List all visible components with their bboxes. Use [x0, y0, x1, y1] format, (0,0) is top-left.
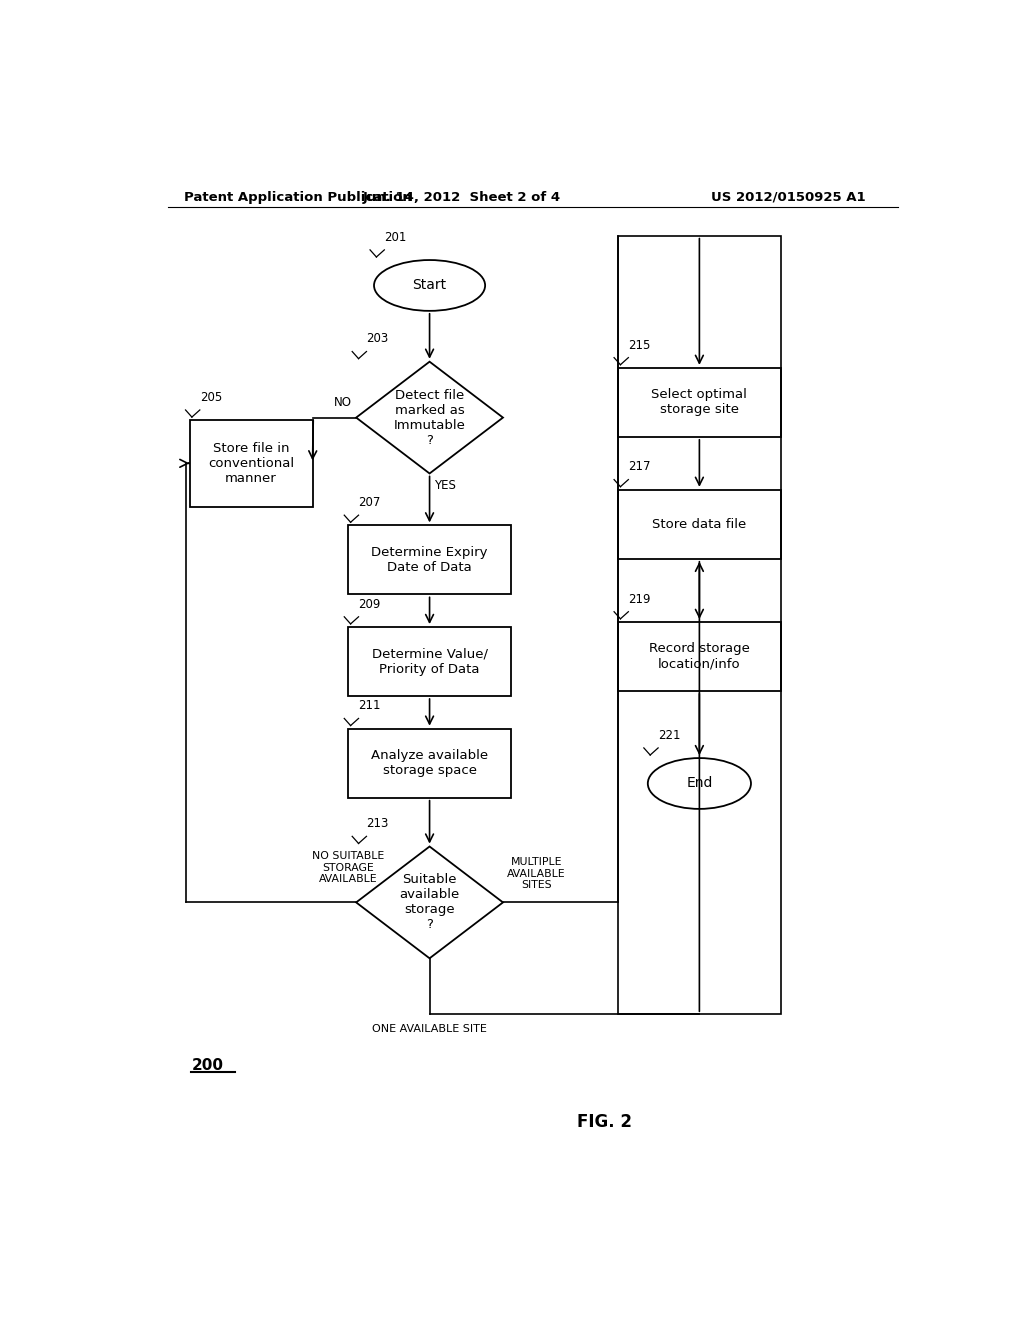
Text: YES: YES — [433, 479, 456, 491]
Text: 217: 217 — [629, 461, 651, 474]
Text: ONE AVAILABLE SITE: ONE AVAILABLE SITE — [372, 1024, 487, 1035]
Text: FIG. 2: FIG. 2 — [577, 1113, 632, 1131]
Bar — [348, 729, 511, 797]
Text: US 2012/0150925 A1: US 2012/0150925 A1 — [712, 190, 866, 203]
Text: 215: 215 — [629, 338, 650, 351]
Text: Suitable
available
storage
?: Suitable available storage ? — [399, 874, 460, 932]
Bar — [618, 490, 780, 558]
Text: Determine Value/
Priority of Data: Determine Value/ Priority of Data — [372, 648, 487, 676]
Text: Patent Application Publication: Patent Application Publication — [183, 190, 412, 203]
Text: Jun. 14, 2012  Sheet 2 of 4: Jun. 14, 2012 Sheet 2 of 4 — [362, 190, 560, 203]
Bar — [618, 368, 780, 437]
Bar — [189, 420, 312, 507]
Text: 207: 207 — [358, 496, 381, 510]
Text: Analyze available
storage space: Analyze available storage space — [371, 750, 488, 777]
Text: 221: 221 — [658, 729, 681, 742]
Text: 211: 211 — [358, 700, 381, 713]
Text: Store file in
conventional
manner: Store file in conventional manner — [208, 442, 294, 484]
Bar — [348, 627, 511, 696]
Text: Select optimal
storage site: Select optimal storage site — [651, 388, 748, 416]
Text: NO: NO — [334, 396, 352, 409]
Text: Record storage
location/info: Record storage location/info — [649, 643, 750, 671]
Bar — [618, 236, 780, 1014]
Text: 201: 201 — [384, 231, 407, 244]
Text: 209: 209 — [358, 598, 381, 611]
Text: Store data file: Store data file — [652, 517, 746, 531]
Text: End: End — [686, 776, 713, 791]
Text: Start: Start — [413, 279, 446, 293]
Text: 205: 205 — [200, 391, 222, 404]
Text: 219: 219 — [629, 593, 651, 606]
Text: 200: 200 — [191, 1057, 223, 1073]
Text: 203: 203 — [367, 333, 389, 346]
Text: Determine Expiry
Date of Data: Determine Expiry Date of Data — [372, 546, 487, 574]
Bar — [618, 622, 780, 690]
Text: NO SUITABLE
STORAGE
AVAILABLE: NO SUITABLE STORAGE AVAILABLE — [312, 851, 384, 884]
Bar — [348, 525, 511, 594]
Text: MULTIPLE
AVAILABLE
SITES: MULTIPLE AVAILABLE SITES — [507, 857, 565, 890]
Text: 213: 213 — [367, 817, 389, 830]
Text: Detect file
marked as
Immutable
?: Detect file marked as Immutable ? — [393, 388, 466, 446]
